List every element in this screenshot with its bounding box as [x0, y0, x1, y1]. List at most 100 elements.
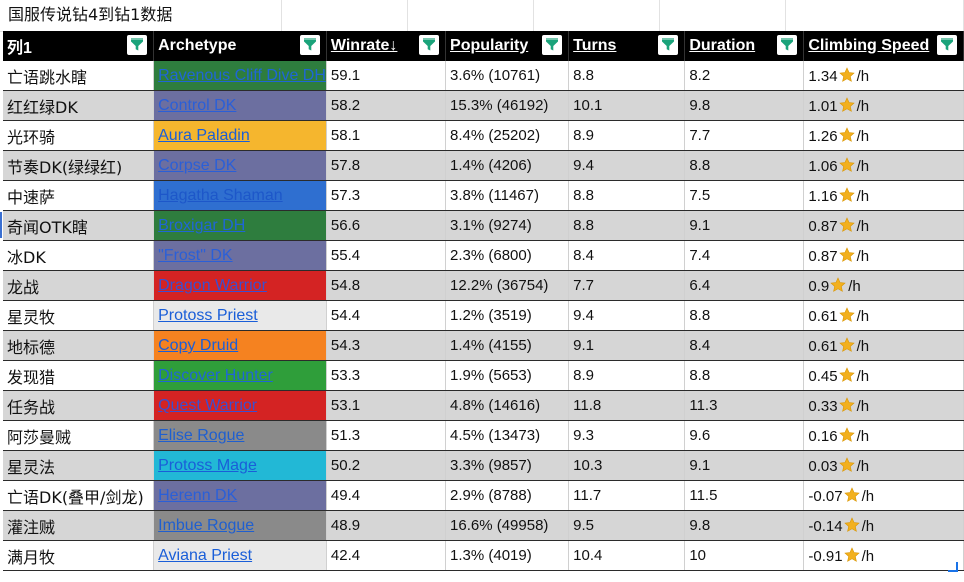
archetype-link[interactable]: "Frost" DK	[158, 247, 233, 264]
turns-cell[interactable]: 8.4	[568, 240, 686, 271]
archetype-link[interactable]: Dragon Warrior	[158, 277, 267, 294]
climbing-speed-cell[interactable]: 1.34/h	[803, 61, 964, 91]
turns-cell[interactable]: 10.4	[568, 540, 686, 571]
popularity-cell[interactable]: 1.4% (4155)	[445, 330, 570, 361]
climbing-speed-cell[interactable]: 0.87/h	[803, 210, 964, 241]
archetype-cell[interactable]: "Frost" DK	[153, 240, 327, 271]
column-header-3[interactable]: Popularity	[445, 31, 570, 61]
archetype-link[interactable]: Aviana Priest	[158, 547, 253, 564]
winrate-cell[interactable]: 53.3	[326, 360, 447, 391]
archetype-link[interactable]: Elise Rogue	[158, 427, 245, 444]
climbing-speed-cell[interactable]: 0.03/h	[803, 450, 964, 481]
archetype-link[interactable]: Imbue Rogue	[158, 517, 255, 534]
winrate-cell[interactable]: 54.4	[326, 300, 447, 331]
duration-cell[interactable]: 11.5	[684, 480, 805, 511]
column-header-5[interactable]: Duration	[684, 31, 805, 61]
filter-icon[interactable]	[299, 35, 320, 55]
duration-cell[interactable]: 8.2	[684, 61, 805, 91]
duration-cell[interactable]: 9.8	[684, 510, 805, 541]
climbing-speed-cell[interactable]: -0.07/h	[803, 480, 964, 511]
popularity-cell[interactable]: 15.3% (46192)	[445, 90, 570, 121]
popularity-cell[interactable]: 1.9% (5653)	[445, 360, 570, 391]
filter-icon[interactable]	[419, 35, 440, 55]
winrate-cell[interactable]: 53.1	[326, 390, 447, 421]
archetype-cell[interactable]: Herenn DK	[153, 480, 327, 511]
deck-name-cell[interactable]: 亡语DK(叠甲/剑龙)	[3, 480, 155, 511]
archetype-cell[interactable]: Protoss Mage	[153, 450, 327, 481]
turns-cell[interactable]: 8.9	[568, 120, 686, 151]
deck-name-cell[interactable]: 中速萨	[3, 180, 155, 211]
filter-icon[interactable]	[658, 35, 679, 55]
archetype-link[interactable]: Aura Paladin	[158, 127, 250, 144]
archetype-cell[interactable]: Aura Paladin	[153, 120, 327, 151]
winrate-cell[interactable]: 59.1	[326, 61, 447, 91]
deck-name-cell[interactable]: 阿莎曼贼	[3, 420, 155, 451]
winrate-cell[interactable]: 48.9	[326, 510, 447, 541]
deck-name-cell[interactable]: 任务战	[3, 390, 155, 421]
deck-name-cell[interactable]: 光环骑	[3, 120, 155, 151]
popularity-cell[interactable]: 3.1% (9274)	[445, 210, 570, 241]
winrate-cell[interactable]: 57.8	[326, 150, 447, 181]
duration-cell[interactable]: 7.4	[684, 240, 805, 271]
archetype-link[interactable]: Protoss Priest	[158, 307, 258, 324]
popularity-cell[interactable]: 2.3% (6800)	[445, 240, 570, 271]
archetype-link[interactable]: Quest Warrior	[158, 397, 258, 414]
deck-name-cell[interactable]: 节奏DK(绿绿红)	[3, 150, 155, 181]
climbing-speed-cell[interactable]: 0.16/h	[803, 420, 964, 451]
winrate-cell[interactable]: 50.2	[326, 450, 447, 481]
turns-cell[interactable]: 9.5	[568, 510, 686, 541]
climbing-speed-cell[interactable]: 1.01/h	[803, 90, 964, 121]
archetype-cell[interactable]: Copy Druid	[153, 330, 327, 361]
archetype-cell[interactable]: Corpse DK	[153, 150, 327, 181]
climbing-speed-cell[interactable]: 1.26/h	[803, 120, 964, 151]
sheet-title[interactable]: 国服传说钻4到钻1数据	[8, 5, 173, 24]
duration-cell[interactable]: 9.1	[684, 450, 805, 481]
archetype-cell[interactable]: Broxigar DH	[153, 210, 327, 241]
climbing-speed-cell[interactable]: 0.9/h	[803, 270, 964, 301]
archetype-cell[interactable]: Dragon Warrior	[153, 270, 327, 301]
climbing-speed-cell[interactable]: 1.16/h	[803, 180, 964, 211]
duration-cell[interactable]: 8.4	[684, 330, 805, 361]
winrate-cell[interactable]: 58.2	[326, 90, 447, 121]
turns-cell[interactable]: 9.4	[568, 150, 686, 181]
deck-name-cell[interactable]: 冰DK	[3, 240, 155, 271]
winrate-cell[interactable]: 56.6	[326, 210, 447, 241]
filter-icon[interactable]	[937, 35, 957, 55]
column-header-1[interactable]: Archetype	[153, 31, 327, 61]
turns-cell[interactable]: 8.8	[568, 61, 686, 91]
duration-cell[interactable]: 8.8	[684, 360, 805, 391]
popularity-cell[interactable]: 4.5% (13473)	[445, 420, 570, 451]
deck-name-cell[interactable]: 星灵牧	[3, 300, 155, 331]
popularity-cell[interactable]: 12.2% (36754)	[445, 270, 570, 301]
turns-cell[interactable]: 11.7	[568, 480, 686, 511]
climbing-speed-cell[interactable]: 0.33/h	[803, 390, 964, 421]
popularity-cell[interactable]: 1.3% (4019)	[445, 540, 570, 571]
deck-name-cell[interactable]: 发现猎	[3, 360, 155, 391]
archetype-link[interactable]: Broxigar DH	[158, 217, 246, 234]
climbing-speed-cell[interactable]: 0.61/h	[803, 330, 964, 361]
column-header-0[interactable]: 列1	[3, 31, 155, 61]
turns-cell[interactable]: 10.1	[568, 90, 686, 121]
column-header-6[interactable]: Climbing Speed	[803, 31, 964, 61]
deck-name-cell[interactable]: 奇闻OTK瞎	[3, 210, 155, 241]
duration-cell[interactable]: 8.8	[684, 300, 805, 331]
deck-name-cell[interactable]: 满月牧	[3, 540, 155, 571]
deck-name-cell[interactable]: 灌注贼	[3, 510, 155, 541]
turns-cell[interactable]: 9.4	[568, 300, 686, 331]
popularity-cell[interactable]: 8.4% (25202)	[445, 120, 570, 151]
duration-cell[interactable]: 8.8	[684, 150, 805, 181]
turns-cell[interactable]: 7.7	[568, 270, 686, 301]
winrate-cell[interactable]: 54.3	[326, 330, 447, 361]
winrate-cell[interactable]: 58.1	[326, 120, 447, 151]
popularity-cell[interactable]: 3.8% (11467)	[445, 180, 570, 211]
climbing-speed-cell[interactable]: 0.87/h	[803, 240, 964, 271]
archetype-cell[interactable]: Control DK	[153, 90, 327, 121]
popularity-cell[interactable]: 3.6% (10761)	[445, 61, 570, 91]
deck-name-cell[interactable]: 星灵法	[3, 450, 155, 481]
archetype-cell[interactable]: Hagatha Shaman	[153, 180, 327, 211]
climbing-speed-cell[interactable]: 0.45/h	[803, 360, 964, 391]
turns-cell[interactable]: 9.1	[568, 330, 686, 361]
archetype-cell[interactable]: Elise Rogue	[153, 420, 327, 451]
archetype-cell[interactable]: Discover Hunter	[153, 360, 327, 391]
archetype-link[interactable]: Protoss Mage	[158, 457, 257, 474]
